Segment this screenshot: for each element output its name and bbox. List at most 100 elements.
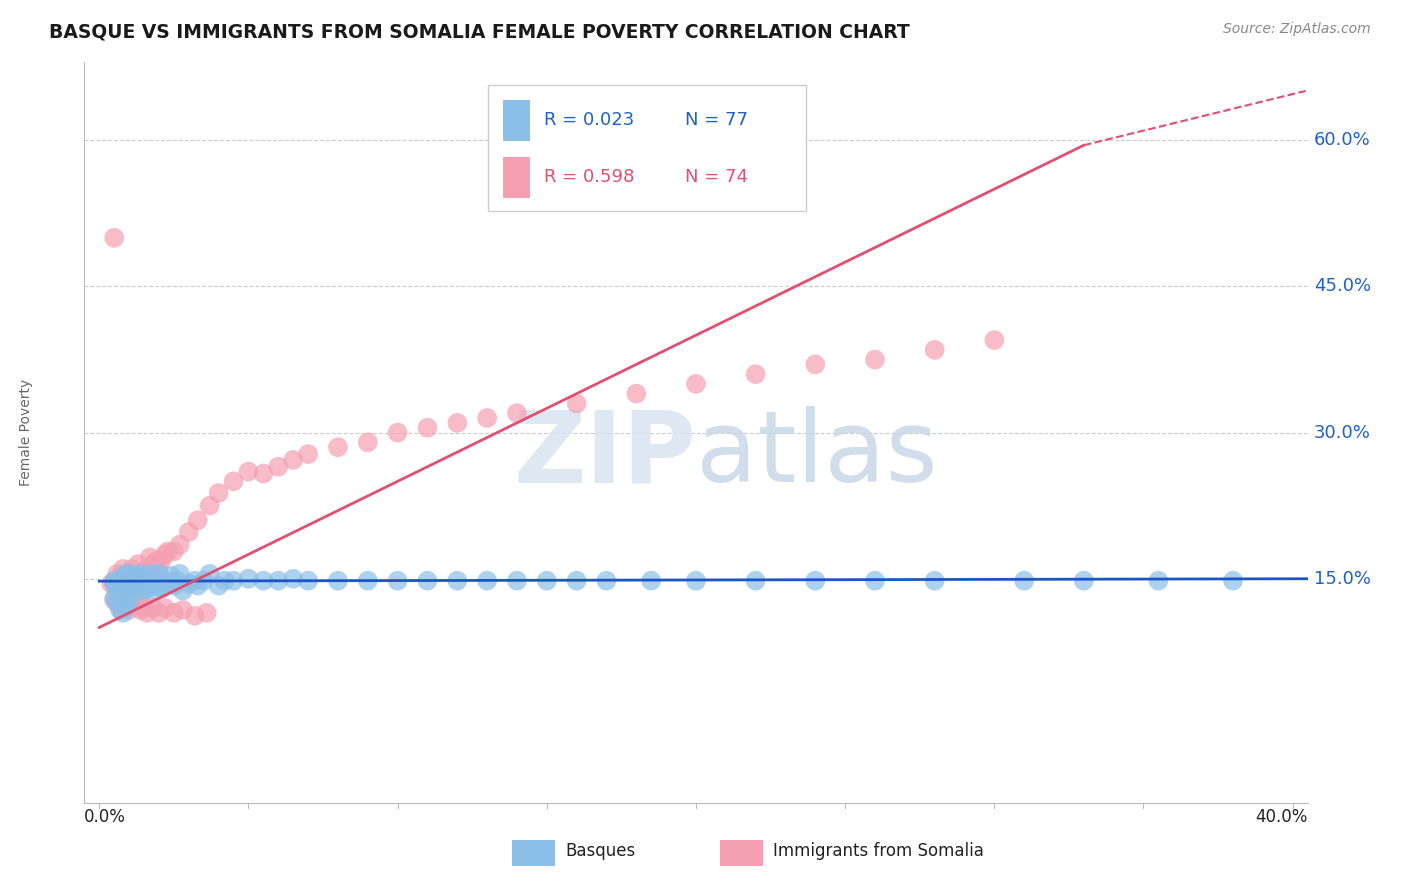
Point — [136, 564, 159, 578]
Point — [108, 603, 131, 617]
Point — [565, 396, 588, 410]
Point — [387, 425, 409, 440]
Point — [148, 566, 170, 581]
Text: 60.0%: 60.0% — [1313, 131, 1371, 149]
Point — [142, 601, 165, 615]
Text: Immigrants from Somalia: Immigrants from Somalia — [773, 842, 984, 860]
Point — [112, 578, 135, 592]
Point — [172, 603, 194, 617]
Point — [124, 596, 146, 610]
Point — [150, 582, 173, 596]
Point — [536, 574, 558, 588]
Point — [446, 416, 468, 430]
Point — [124, 566, 146, 581]
Point — [121, 582, 143, 596]
Text: ZIP: ZIP — [513, 407, 696, 503]
Point — [187, 513, 209, 527]
Point — [105, 566, 128, 581]
Point — [685, 574, 707, 588]
Point — [142, 557, 165, 571]
Point — [150, 552, 173, 566]
Point — [184, 574, 207, 588]
Point — [103, 593, 125, 607]
Point — [132, 599, 155, 613]
Point — [121, 562, 143, 576]
Point — [118, 589, 141, 603]
Point — [222, 475, 245, 489]
Point — [127, 593, 149, 607]
Point — [112, 562, 135, 576]
Point — [156, 544, 179, 558]
Point — [163, 544, 186, 558]
Point — [121, 578, 143, 592]
Point — [136, 574, 159, 588]
Point — [127, 583, 149, 598]
Point — [177, 524, 200, 539]
Point — [153, 548, 176, 562]
Point — [118, 593, 141, 607]
Point — [118, 566, 141, 581]
Point — [139, 578, 162, 592]
Point — [108, 576, 131, 591]
Point — [685, 376, 707, 391]
Point — [115, 582, 138, 596]
Point — [863, 352, 886, 367]
Point — [446, 574, 468, 588]
Point — [148, 559, 170, 574]
Point — [105, 582, 128, 596]
Point — [326, 574, 349, 588]
Point — [108, 601, 131, 615]
Point — [983, 333, 1005, 347]
Point — [103, 574, 125, 588]
FancyBboxPatch shape — [503, 157, 530, 197]
Point — [387, 574, 409, 588]
Text: R = 0.598: R = 0.598 — [544, 169, 634, 186]
Point — [326, 440, 349, 454]
Point — [100, 576, 122, 591]
Point — [1012, 574, 1035, 588]
Point — [115, 599, 138, 613]
Point — [1147, 574, 1170, 588]
FancyBboxPatch shape — [513, 840, 555, 866]
Point — [166, 574, 188, 588]
Point — [112, 574, 135, 588]
Point — [105, 596, 128, 610]
Point — [112, 570, 135, 584]
Point — [283, 572, 305, 586]
Point — [565, 574, 588, 588]
Point — [160, 569, 183, 583]
Point — [112, 606, 135, 620]
Point — [129, 578, 152, 592]
FancyBboxPatch shape — [488, 85, 806, 211]
Point — [416, 574, 439, 588]
Point — [129, 572, 152, 586]
Point — [626, 386, 648, 401]
Point — [595, 574, 617, 588]
Point — [127, 572, 149, 586]
Point — [148, 578, 170, 592]
Point — [222, 574, 245, 588]
Point — [252, 467, 274, 481]
Point — [103, 231, 125, 245]
Point — [924, 574, 946, 588]
Point — [118, 576, 141, 591]
Point — [252, 574, 274, 588]
Point — [924, 343, 946, 357]
Text: Source: ZipAtlas.com: Source: ZipAtlas.com — [1223, 22, 1371, 37]
Point — [115, 591, 138, 606]
Point — [169, 538, 191, 552]
Point — [238, 572, 260, 586]
Text: N = 74: N = 74 — [685, 169, 748, 186]
Point — [297, 447, 319, 461]
Point — [214, 574, 236, 588]
Point — [863, 574, 886, 588]
Point — [187, 578, 209, 592]
Text: 15.0%: 15.0% — [1313, 570, 1371, 588]
Point — [136, 582, 159, 596]
Text: BASQUE VS IMMIGRANTS FROM SOMALIA FEMALE POVERTY CORRELATION CHART: BASQUE VS IMMIGRANTS FROM SOMALIA FEMALE… — [49, 22, 910, 41]
Point — [267, 459, 290, 474]
Point — [115, 578, 138, 592]
Point — [132, 576, 155, 591]
Point — [118, 603, 141, 617]
Point — [108, 576, 131, 591]
